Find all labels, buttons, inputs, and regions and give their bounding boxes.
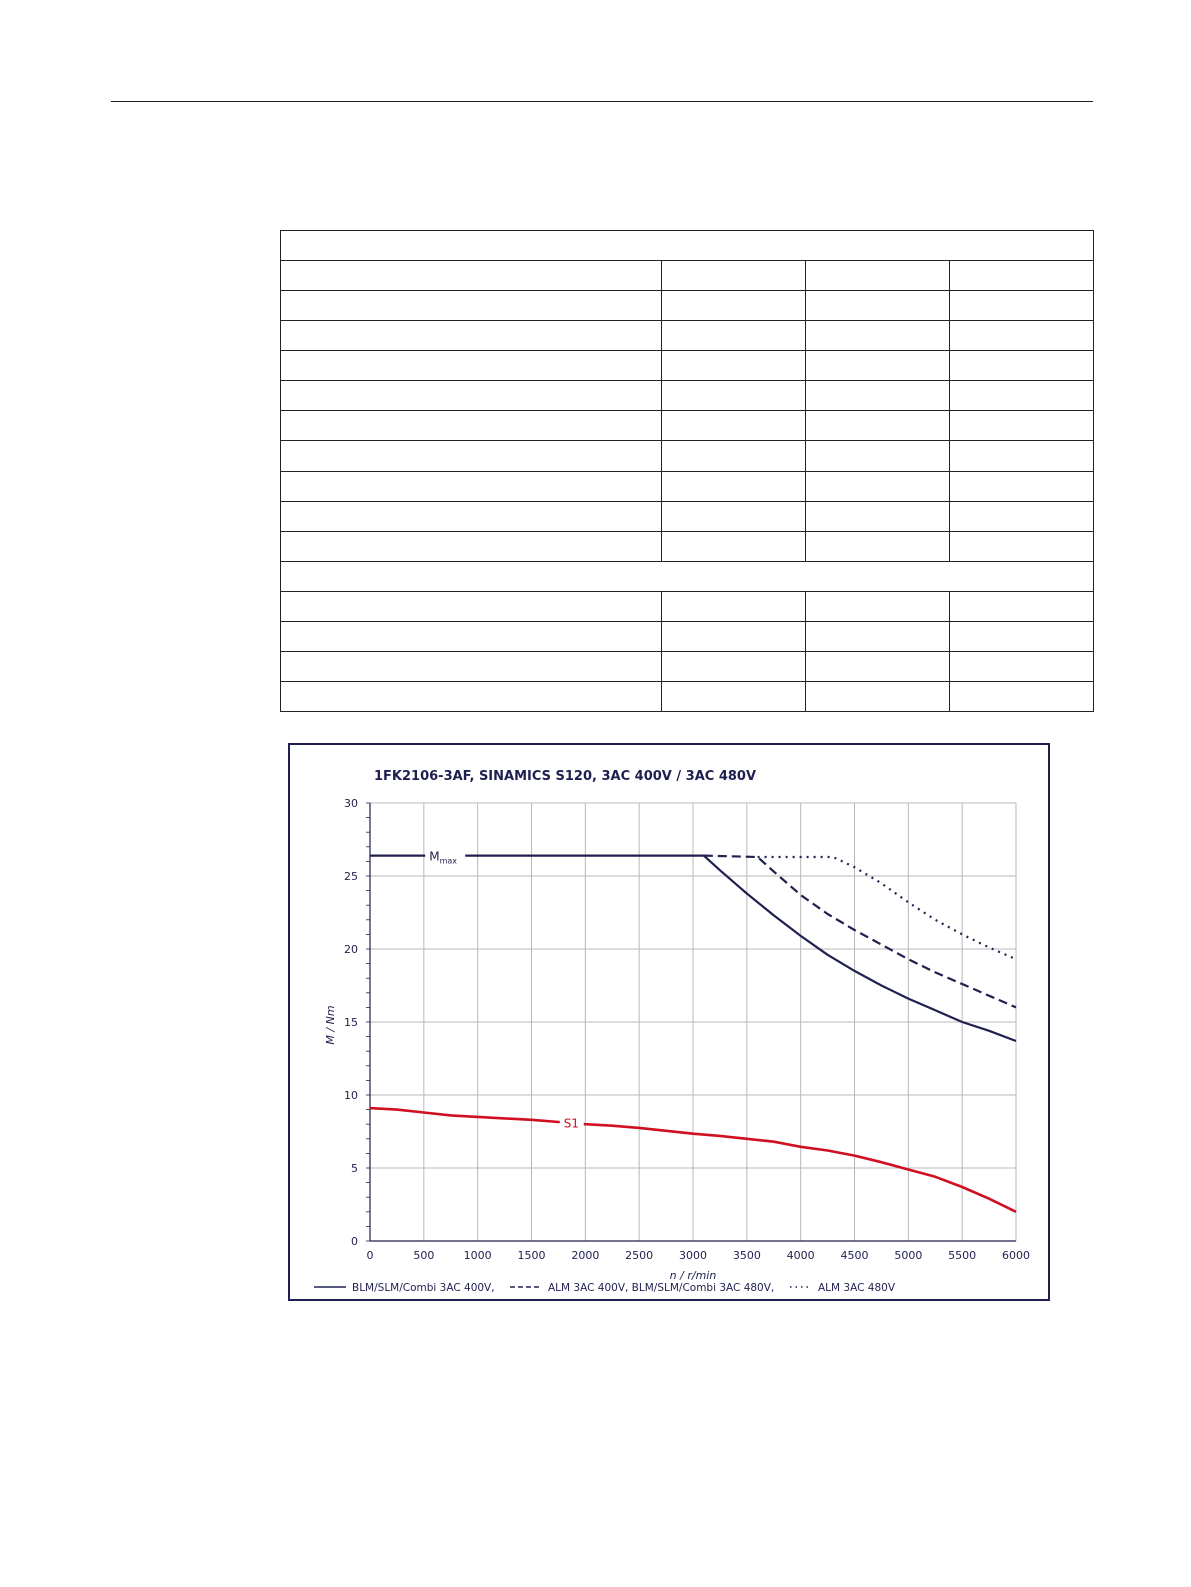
grid (369, 802, 1017, 1242)
table-row (280, 290, 1094, 322)
table-row (280, 350, 1094, 382)
table-section-header (280, 560, 1094, 592)
x-tick-label: 2500 (625, 1249, 653, 1262)
x-axis-label: n / r/min (670, 1269, 717, 1282)
series-line-1 (703, 854, 1017, 1009)
x-tick-label: 4500 (841, 1249, 869, 1262)
x-tick-label: 3500 (733, 1249, 761, 1262)
y-axis-label: M / Nm (324, 1005, 337, 1044)
x-tick-label: 500 (413, 1249, 434, 1262)
y-tick-label: 30 (344, 797, 358, 810)
table-row (280, 410, 1094, 442)
annotation-mask (559, 1112, 584, 1133)
table-row (280, 440, 1094, 472)
y-tick-label: 10 (344, 1089, 358, 1102)
table-row (280, 650, 1094, 682)
spec-table (280, 229, 1094, 713)
y-tick-label: 5 (351, 1162, 358, 1175)
series-line-2 (757, 855, 1017, 961)
table-row (280, 470, 1094, 502)
table-row (280, 620, 1094, 652)
series-lines (369, 854, 1017, 1213)
y-tick-label: 15 (344, 1016, 358, 1029)
table-section-header (280, 229, 1094, 262)
table-row (280, 680, 1094, 713)
axis-ticks: 0 500 1000 1500 2000 2500 3000 3500 4000 4500 5000… (344, 797, 1030, 1262)
x-tick-label: 6000 (1002, 1249, 1030, 1262)
header-rule (111, 101, 1093, 102)
x-tick-label: 4000 (787, 1249, 815, 1262)
annotation-s1: S1 (564, 1117, 579, 1131)
table-row (280, 590, 1094, 622)
x-tick-label: 2000 (571, 1249, 599, 1262)
torque-speed-chart: 1FK2106-3AF, SINAMICS S120, 3AC 400V / 3… (314, 769, 1030, 1294)
table-row (280, 320, 1094, 352)
legend-label: ALM 3AC 400V, BLM/SLM/Combi 3AC 480V, (548, 1282, 774, 1294)
x-tick-label: 1500 (518, 1249, 546, 1262)
table-row (280, 260, 1094, 292)
x-tick-label: 3000 (679, 1249, 707, 1262)
series-line-3 (369, 1106, 1017, 1213)
chart-frame: 1FK2106-3AF, SINAMICS S120, 3AC 400V / 3… (288, 743, 1050, 1301)
series-line-0 (370, 854, 1017, 1043)
table-row (280, 500, 1094, 532)
table-row (280, 380, 1094, 412)
x-tick-label: 0 (367, 1249, 374, 1262)
table-row (280, 560, 1094, 592)
y-tick-label: 20 (344, 943, 358, 956)
table-row (280, 530, 1094, 562)
legend-label: BLM/SLM/Combi 3AC 400V, (352, 1282, 495, 1294)
x-tick-label: 5000 (894, 1249, 922, 1262)
legend-label: ALM 3AC 480V (818, 1282, 896, 1294)
legend: BLM/SLM/Combi 3AC 400V, ALM 3AC 400V, BLM… (314, 1282, 896, 1294)
annotation-mask (425, 845, 466, 866)
y-tick-label: 0 (351, 1235, 358, 1248)
table-row (280, 229, 1094, 262)
y-tick-label: 25 (344, 870, 358, 883)
x-tick-label: 1000 (464, 1249, 492, 1262)
x-tick-label: 5500 (948, 1249, 976, 1262)
chart-title: 1FK2106-3AF, SINAMICS S120, 3AC 400V / 3… (374, 769, 756, 784)
